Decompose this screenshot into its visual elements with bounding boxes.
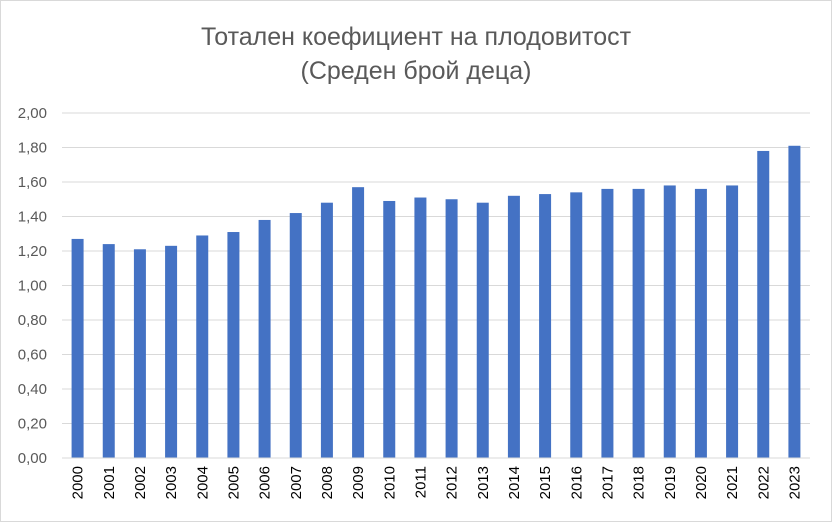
bar [539, 194, 552, 458]
x-tick-label: 2000 [70, 466, 87, 499]
x-tick-label: 2022 [755, 466, 772, 499]
x-tick-label: 2011 [412, 466, 429, 498]
y-tick-label: 0,80 [18, 312, 47, 329]
bar [165, 245, 178, 458]
x-tick-label: 2021 [724, 466, 741, 499]
bar [570, 192, 583, 458]
bar [71, 238, 84, 458]
bar [726, 185, 739, 458]
x-tick-label: 2012 [444, 466, 461, 499]
y-tick-label: 1,60 [18, 174, 47, 191]
bar [289, 213, 302, 458]
x-tick-label: 2002 [132, 466, 149, 499]
bar [133, 249, 146, 458]
bar [102, 244, 115, 458]
y-tick-label: 0,20 [18, 416, 47, 433]
bar [414, 197, 427, 458]
x-tick-label: 2004 [194, 466, 211, 499]
chart-title: Тотален коефициент на плодовитост [200, 23, 632, 51]
bar [632, 188, 645, 458]
x-tick-label: 2018 [631, 466, 648, 499]
bar [507, 195, 520, 459]
x-tick-label: 2001 [101, 466, 118, 499]
chart-title-block: Тотален коефициент на плодовитост (Среде… [0, 20, 832, 88]
x-tick-label: 2010 [381, 466, 398, 499]
bar [227, 232, 240, 458]
y-tick-label: 1,80 [18, 140, 47, 157]
x-tick-label: 2014 [506, 466, 523, 499]
bar [663, 185, 676, 458]
x-tick-label: 2020 [693, 466, 710, 499]
y-tick-label: 0,00 [18, 450, 47, 467]
x-tick-label: 2023 [786, 466, 803, 499]
x-tick-label: 2003 [163, 466, 180, 499]
x-tick-label: 2013 [475, 466, 492, 499]
x-tick-label: 2008 [319, 466, 336, 499]
bar [757, 150, 770, 458]
bar [258, 219, 271, 458]
bar [196, 235, 209, 458]
bar [788, 145, 801, 458]
y-tick-label: 1,40 [18, 209, 47, 226]
x-tick-label: 2006 [257, 466, 274, 499]
y-tick-label: 2,00 [18, 105, 47, 122]
x-tick-label: 2016 [568, 466, 585, 499]
bar [445, 199, 458, 458]
bar [601, 188, 614, 458]
x-tick-label: 2017 [599, 466, 616, 499]
bar [352, 187, 365, 459]
x-tick-label: 2015 [537, 466, 554, 499]
bar [476, 202, 489, 458]
x-tick-label: 2007 [288, 466, 305, 499]
x-tick-label: 2009 [350, 466, 367, 499]
bar [383, 200, 396, 458]
y-tick-label: 0,40 [18, 381, 47, 398]
y-tick-label: 1,20 [18, 243, 47, 260]
bar [694, 188, 707, 458]
y-tick-label: 1,00 [18, 278, 47, 295]
chart-subtitle: (Среден брой деца) [300, 57, 532, 85]
x-tick-label: 2019 [662, 466, 679, 499]
y-tick-label: 0,60 [18, 347, 47, 364]
x-tick-label: 2005 [225, 466, 242, 499]
bar [320, 202, 333, 458]
